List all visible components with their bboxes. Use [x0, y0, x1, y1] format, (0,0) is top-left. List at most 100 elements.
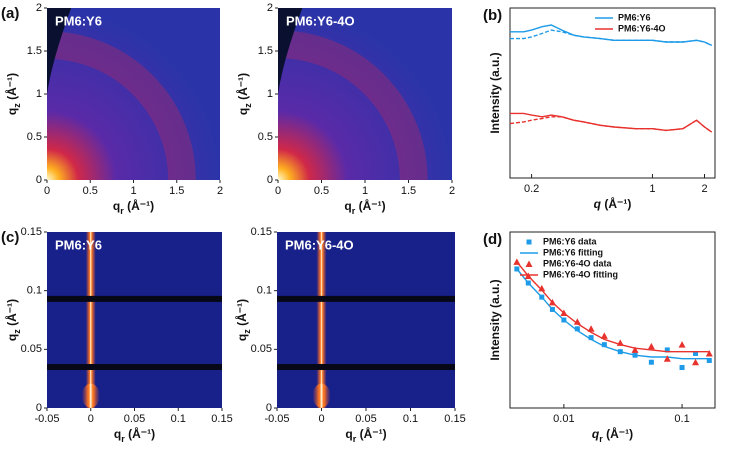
- x-axis-label: qr (Å⁻¹): [344, 198, 385, 216]
- legend-label: PM6:Y6 data: [543, 236, 598, 246]
- panel-label: (c): [1, 229, 19, 246]
- x-axis-label: qr (Å⁻¹): [345, 426, 386, 444]
- x-label-sub: r: [353, 434, 357, 444]
- y-tick-label: 2: [36, 2, 42, 14]
- missing-wedge: [47, 8, 72, 94]
- y-label-unit: (Å⁻¹): [4, 73, 19, 103]
- y-tick-label: 0.5: [258, 131, 273, 143]
- x-tick-label: 0: [44, 185, 50, 197]
- y-tick-label: 1.5: [27, 45, 42, 57]
- x-tick-label: 1: [130, 185, 136, 197]
- data-line: [516, 268, 710, 360]
- x-label-unit: (Å⁻¹): [125, 426, 155, 441]
- x-tick-label: 1.5: [401, 185, 416, 197]
- x-tick-label: 0.05: [355, 413, 376, 425]
- data-point: [601, 342, 607, 348]
- beam-spot: [312, 383, 331, 408]
- x-label-unit: (Å⁻¹): [124, 198, 154, 213]
- y-label-text: q: [5, 108, 19, 115]
- x-tick-label: 0.01: [553, 413, 574, 425]
- y-tick-label: 0: [36, 174, 42, 186]
- y-tick-label: 1.5: [258, 45, 273, 57]
- data-point: [693, 350, 699, 356]
- x-tick-label: 1.5: [169, 185, 184, 197]
- x-tick-label: 0.5: [314, 185, 329, 197]
- data-line: [516, 261, 710, 353]
- x-label-sub: r: [120, 206, 124, 216]
- y-tick-label: 0: [266, 402, 272, 414]
- x-tick-label: 1: [362, 185, 368, 197]
- y-tick-label: 0.05: [251, 343, 272, 355]
- y-label-sub: z: [12, 329, 22, 334]
- legend-marker: [526, 239, 532, 245]
- y-tick-label: 0.1: [27, 285, 42, 297]
- data-point: [538, 284, 546, 292]
- x-axis-label: qr (Å⁻¹): [114, 426, 155, 444]
- y-label-sub: z: [12, 103, 22, 108]
- legend-label: PM6:Y6: [618, 12, 651, 22]
- x-tick-label: 0: [318, 413, 324, 425]
- y-tick-label: 0.05: [21, 343, 42, 355]
- scattering-image: [277, 232, 455, 408]
- x-tick-label: 0: [88, 413, 94, 425]
- image-bg: [277, 232, 455, 408]
- y-axis-label: qz (Å⁻¹): [234, 299, 252, 341]
- legend-label: PM6:Y6-4O: [618, 23, 666, 33]
- x-label-sub: r: [121, 434, 125, 444]
- x-label-symbol: q: [594, 197, 602, 211]
- panel-label: (b): [483, 7, 502, 24]
- y-label-sub: z: [242, 329, 252, 334]
- legend-label: PM6:Y6-4O fitting: [543, 269, 618, 279]
- x-label-sub: r: [352, 206, 356, 216]
- y-label-text: q: [235, 334, 249, 341]
- panel-image: PM6:Y6-4O-0.05 0 0.05 0.1 0.1500.050.10.15qr…: [234, 226, 466, 444]
- y-label-text: Intensity (a.u.): [488, 52, 502, 133]
- panel-label: (a): [1, 5, 19, 22]
- data-point: [631, 346, 639, 353]
- x-label-sub: r: [599, 434, 603, 444]
- image-bg: [278, 8, 452, 180]
- missing-wedge: [278, 8, 303, 94]
- y-axis-label: qz (Å⁻¹): [4, 73, 22, 115]
- beam-spot: [81, 383, 100, 408]
- y-axis-label: Intensity (a.u.): [488, 279, 502, 360]
- x-tick-label: 0.1: [171, 413, 186, 425]
- x-axis-label: qr (Å⁻¹): [113, 198, 154, 216]
- y-tick-label: 1: [36, 88, 42, 100]
- panel-scatter: (d) 0.01 0.1 qr (Å⁻¹) Intensity (a.u.) PM6:Y6…: [483, 231, 716, 444]
- data-point: [647, 342, 655, 350]
- data-line: [510, 29, 712, 47]
- data-point: [664, 347, 670, 353]
- y-tick-label: 0.15: [21, 226, 42, 238]
- panel-image: (c) PM6:Y6-0.05 0 0.05 0.1 0.1500.050.10.15qr…: [1, 226, 233, 444]
- y-axis-label: Intensity (a.u.): [488, 52, 502, 133]
- data-point: [588, 335, 594, 341]
- x-tick-label: 0.1: [403, 413, 418, 425]
- y-tick-label: 1: [267, 88, 273, 100]
- detector-gap: [277, 363, 455, 370]
- data-point: [678, 341, 686, 348]
- panel-line: (b) 0.2 1 2 q (Å⁻¹) Intensity (a.u.) PM6:Y6PM6…: [483, 7, 716, 211]
- panel-label: (d): [483, 231, 502, 248]
- legend-label: PM6:Y6 fitting: [543, 247, 603, 257]
- image-bg: [47, 8, 220, 180]
- y-tick-label: 0.15: [251, 226, 272, 238]
- x-axis-label: q (Å⁻¹): [594, 196, 632, 211]
- data-line: [510, 24, 712, 47]
- detector-gap: [47, 363, 222, 370]
- x-tick-label: -0.05: [34, 413, 59, 425]
- image-title: PM6:Y6: [55, 13, 102, 28]
- x-axis-label: qr (Å⁻¹): [592, 426, 633, 444]
- beam-streak: [316, 232, 327, 408]
- image-title: PM6:Y6-4O: [285, 237, 354, 252]
- scattering-image: [47, 8, 220, 180]
- x-tick-label: 0.2: [524, 183, 539, 195]
- image-bg: [47, 232, 222, 408]
- detector-gap: [277, 295, 455, 302]
- x-tick-label: 0.15: [211, 413, 232, 425]
- data-point: [573, 318, 581, 325]
- x-label-symbol: q: [592, 427, 600, 441]
- image-title: PM6:Y6: [55, 237, 102, 252]
